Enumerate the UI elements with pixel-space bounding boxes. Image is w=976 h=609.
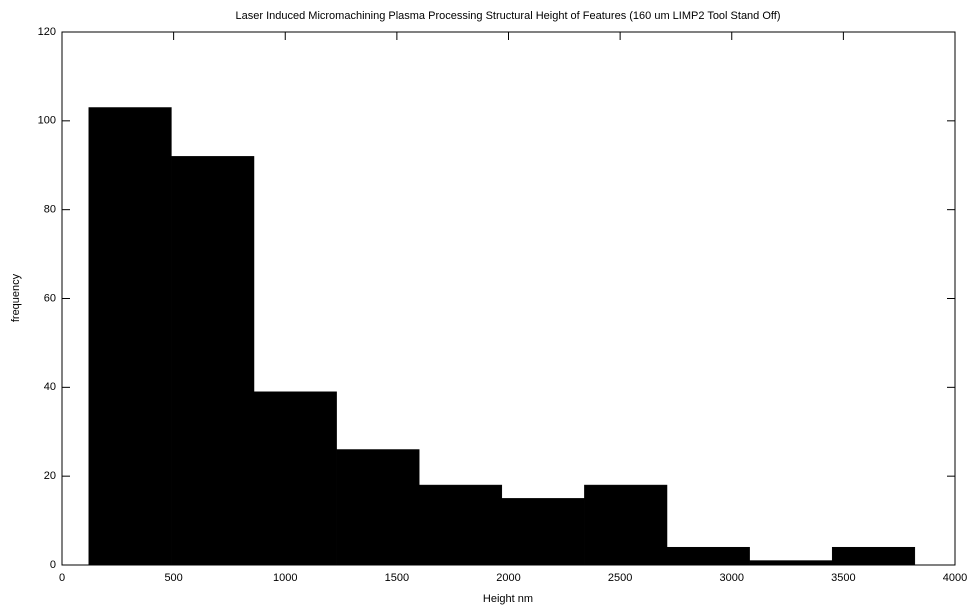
bar (749, 560, 833, 566)
y-tick-label: 20 (44, 470, 56, 482)
y-tick-label: 80 (44, 204, 56, 216)
bar (418, 484, 503, 566)
x-tick-label: 0 (59, 572, 65, 584)
x-tick-label: 1000 (273, 572, 297, 584)
y-tick-label: 0 (50, 559, 56, 571)
bar (336, 449, 420, 566)
bar (88, 107, 172, 566)
x-tick-label: 3500 (831, 572, 855, 584)
bar (253, 391, 337, 566)
bar (666, 546, 750, 566)
x-axis-label: Height nm (483, 593, 533, 605)
x-tick-label: 4000 (943, 572, 967, 584)
x-tick-label: 2500 (608, 572, 632, 584)
y-tick-label: 100 (38, 115, 56, 127)
y-tick-label: 60 (44, 292, 56, 304)
y-tick-label: 120 (38, 26, 56, 38)
chart-title: Laser Induced Micromachining Plasma Proc… (236, 10, 781, 22)
bar (171, 156, 255, 566)
y-tick-label: 40 (44, 381, 56, 393)
x-tick-label: 500 (164, 572, 182, 584)
bar (584, 484, 668, 566)
bar (831, 546, 916, 566)
x-tick-label: 3000 (720, 572, 744, 584)
bar (501, 498, 585, 566)
x-tick-label: 1500 (385, 572, 409, 584)
x-tick-label: 2000 (496, 572, 520, 584)
y-axis-label: frequency (10, 273, 22, 322)
